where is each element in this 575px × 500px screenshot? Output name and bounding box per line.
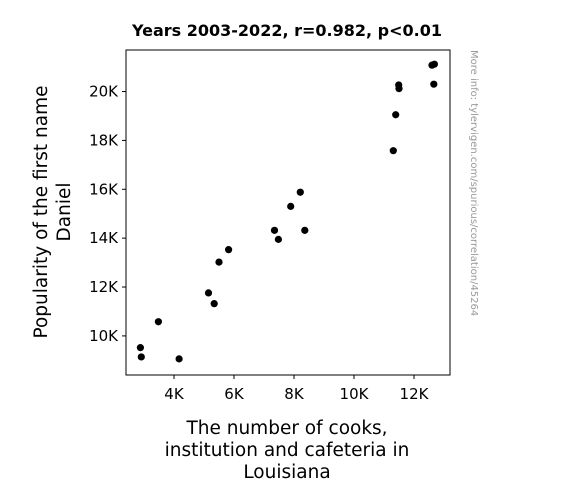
data-point bbox=[270, 226, 279, 234]
data-point bbox=[430, 80, 438, 88]
data-point bbox=[389, 147, 397, 155]
data-point bbox=[430, 60, 438, 68]
data-point bbox=[215, 258, 223, 266]
watermark-text: More info: tylervigen.com/spurious/corre… bbox=[468, 50, 479, 316]
x-tick-label: 8K bbox=[284, 385, 305, 403]
x-tick-label: 6K bbox=[224, 385, 245, 403]
data-point bbox=[154, 318, 162, 326]
data-point bbox=[274, 235, 282, 243]
y-tick-label: 16K bbox=[89, 180, 119, 198]
data-point bbox=[392, 111, 400, 119]
y-axis-label-line-2: Daniel bbox=[54, 183, 75, 242]
y-tick-label: 14K bbox=[89, 229, 119, 247]
data-point bbox=[137, 353, 145, 361]
data-point bbox=[175, 355, 183, 363]
x-tick-label: 10K bbox=[340, 385, 370, 403]
data-point bbox=[296, 188, 304, 196]
y-tick-label: 20K bbox=[89, 83, 119, 101]
x-axis-label-line-2: institution and cafeteria in bbox=[165, 440, 410, 461]
x-axis-label-line-3: Louisiana bbox=[243, 462, 330, 483]
data-point bbox=[287, 202, 295, 210]
data-point bbox=[225, 246, 233, 254]
data-point bbox=[395, 85, 403, 93]
plot-frame bbox=[125, 49, 451, 376]
plot-area: 4K 6K 8K 10K 12K 10K 12K 14K 16K 18K 20K bbox=[89, 49, 451, 403]
chart-title: Years 2003-2022, r=0.982, p<0.01 bbox=[131, 21, 442, 40]
y-tick-label: 12K bbox=[89, 278, 119, 296]
data-point bbox=[210, 300, 218, 308]
data-point bbox=[301, 226, 309, 234]
x-tick-label: 4K bbox=[164, 385, 185, 403]
y-tick-label: 18K bbox=[89, 131, 119, 149]
x-tick-label: 12K bbox=[400, 385, 430, 403]
x-axis-label-line-1: The number of cooks, bbox=[185, 418, 387, 439]
y-axis-label-line-1: Popularity of the first name bbox=[31, 85, 52, 338]
data-point bbox=[136, 344, 144, 352]
data-point bbox=[204, 289, 213, 297]
y-tick-label: 10K bbox=[89, 327, 119, 345]
